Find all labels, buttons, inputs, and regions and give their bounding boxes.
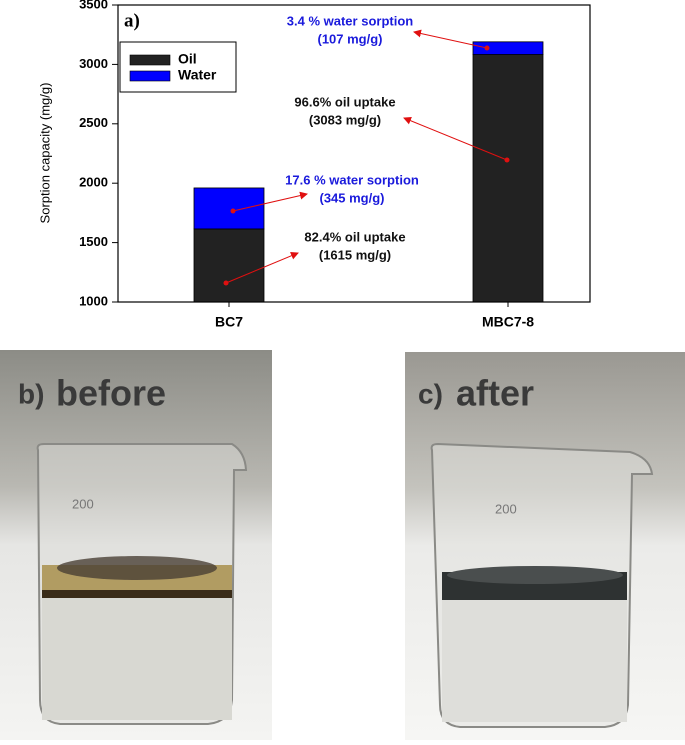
photo-after: 200	[405, 352, 685, 740]
panel-label: a)	[124, 10, 140, 31]
bar-segment	[193, 228, 265, 303]
bar-segment	[472, 41, 544, 55]
annotation-arrow	[413, 29, 488, 49]
bar-segment	[472, 54, 544, 303]
y-tick-label: 2500	[79, 115, 108, 130]
photo-caption: after	[456, 373, 534, 414]
y-tick-label: 1500	[79, 234, 108, 249]
photo-before: 200	[0, 350, 272, 740]
annotation-arrow	[403, 116, 508, 161]
legend-box	[119, 41, 237, 93]
annotation-dot	[230, 208, 236, 214]
y-tick-label: 1000	[79, 293, 108, 308]
annotation: (3083 mg/g)	[309, 112, 381, 127]
y-axis-label: Sorption capacity (mg/g)	[37, 83, 52, 224]
annotation-arrow	[225, 252, 299, 284]
x-tick-label: BC7	[215, 314, 243, 330]
annotation: 82.4% oil uptake	[304, 229, 405, 244]
annotation-dot	[504, 157, 510, 163]
photo-caption: before	[56, 373, 166, 414]
annotation: 96.6% oil uptake	[294, 94, 395, 109]
annotation: (1615 mg/g)	[319, 247, 391, 262]
x-tick-label: MBC7-8	[482, 314, 534, 330]
annotation: (107 mg/g)	[317, 31, 382, 46]
annotation: (345 mg/g)	[319, 190, 384, 205]
annotation-dot	[223, 280, 229, 286]
annotation: 17.6 % water sorption	[285, 172, 419, 187]
annotation-dot	[484, 45, 490, 51]
annotation: 3.4 % water sorption	[287, 13, 413, 28]
photo-label: b)	[18, 378, 44, 409]
annotation-arrow	[232, 191, 308, 212]
y-tick-label: 3500	[79, 0, 108, 11]
y-tick-label: 3000	[79, 56, 108, 71]
svg-text:200: 200	[495, 501, 517, 516]
legend-swatch	[129, 54, 171, 66]
bar-segment	[193, 187, 265, 230]
legend-label: Oil	[178, 51, 197, 67]
legend-swatch	[129, 70, 171, 82]
plot-frame	[117, 4, 591, 303]
photo-label: c)	[418, 378, 443, 409]
y-tick-label: 2000	[79, 175, 108, 190]
legend-label: Water	[178, 67, 217, 83]
svg-text:200: 200	[72, 496, 94, 511]
